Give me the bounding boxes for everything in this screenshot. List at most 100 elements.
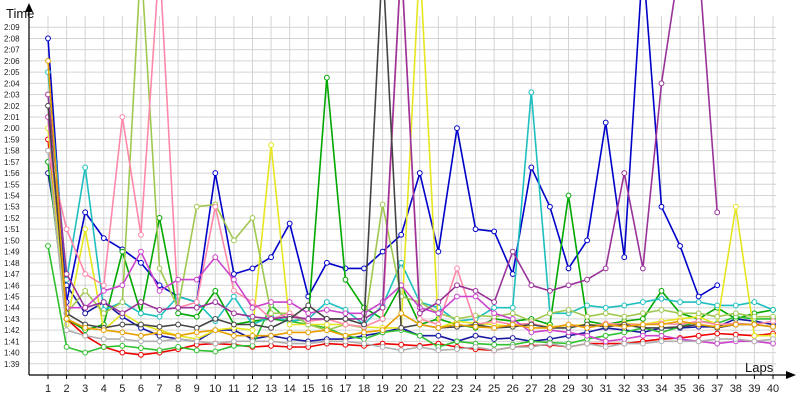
data-point xyxy=(193,276,200,283)
data-point xyxy=(528,282,535,289)
data-point xyxy=(658,287,665,294)
data-point xyxy=(398,259,405,266)
data-point xyxy=(193,304,200,311)
y-tick-label: 2:08 xyxy=(4,34,20,43)
data-point xyxy=(695,332,702,339)
data-point xyxy=(472,287,479,294)
data-point xyxy=(361,329,367,336)
axes: 1:39 1:40 1:41 1:42 1:43 1:44 1:45 1:46 1:47 1:48… xyxy=(4,3,796,395)
data-point xyxy=(528,324,535,331)
data-point xyxy=(621,302,628,309)
data-point xyxy=(491,228,498,235)
data-point xyxy=(138,299,144,305)
data-point xyxy=(230,276,237,283)
data-point xyxy=(342,338,349,345)
x-tick-label: 24 xyxy=(469,383,481,395)
data-point xyxy=(565,282,572,289)
x-tick-label: 37 xyxy=(711,383,723,395)
data-point xyxy=(63,226,70,233)
x-tick-label: 34 xyxy=(655,383,667,395)
series-line xyxy=(47,245,773,354)
data-point xyxy=(286,321,293,328)
data-point xyxy=(509,321,516,328)
y-tick-label: 1:52 xyxy=(4,214,20,223)
data-point xyxy=(119,114,126,120)
data-point xyxy=(547,340,553,347)
data-point xyxy=(714,336,721,343)
data-point xyxy=(138,231,144,238)
data-point xyxy=(584,340,591,347)
x-tick-label: 15 xyxy=(302,383,314,395)
y-tick-label: 1:42 xyxy=(4,326,20,335)
series-11 xyxy=(45,0,721,322)
data-point xyxy=(82,226,89,233)
x-tick-label: 21 xyxy=(414,383,426,395)
y-tick-label: 2:05 xyxy=(4,68,20,77)
data-point xyxy=(268,332,274,339)
data-point xyxy=(658,332,665,339)
data-point xyxy=(547,287,553,294)
y-tick-label: 2:00 xyxy=(4,124,20,133)
data-point xyxy=(268,310,274,317)
data-point xyxy=(695,299,702,305)
y-tick-label: 2:09 xyxy=(4,23,20,32)
data-point xyxy=(602,304,609,311)
data-point xyxy=(138,259,144,266)
data-point xyxy=(82,310,89,317)
x-tick-label: 9 xyxy=(194,383,200,395)
data-point xyxy=(323,338,330,345)
data-point xyxy=(714,302,721,309)
data-point xyxy=(509,304,516,311)
data-point xyxy=(100,336,107,343)
data-point xyxy=(435,324,442,331)
y-tick-label: 2:04 xyxy=(4,79,20,88)
data-point xyxy=(193,338,200,345)
data-point xyxy=(323,259,330,266)
data-point xyxy=(677,318,683,325)
data-point xyxy=(249,327,256,334)
data-point xyxy=(565,307,572,313)
data-point xyxy=(509,344,516,350)
x-tick-label: 16 xyxy=(321,383,333,395)
x-tick-label: 14 xyxy=(284,383,296,395)
data-point xyxy=(454,316,460,322)
series-14 xyxy=(45,57,776,339)
data-point xyxy=(751,332,758,339)
data-point xyxy=(491,347,498,354)
data-point xyxy=(584,332,591,339)
data-point xyxy=(138,310,144,317)
data-point xyxy=(156,307,163,313)
y-tick-label: 2:01 xyxy=(4,113,20,122)
data-point xyxy=(342,316,349,322)
data-point xyxy=(63,271,70,277)
data-point xyxy=(732,321,739,328)
data-point xyxy=(268,254,274,261)
data-point xyxy=(547,310,553,317)
data-point xyxy=(584,313,591,320)
data-point xyxy=(100,282,107,289)
x-tick-label: 40 xyxy=(767,383,779,395)
data-point xyxy=(565,321,572,328)
data-point xyxy=(714,323,721,330)
data-point xyxy=(751,338,758,345)
data-point xyxy=(119,329,126,336)
data-point xyxy=(732,336,739,343)
data-point xyxy=(82,271,89,277)
data-point xyxy=(639,265,646,272)
data-point xyxy=(361,321,367,328)
data-point xyxy=(212,299,219,305)
data-point xyxy=(342,321,349,328)
data-point xyxy=(212,340,219,347)
data-point xyxy=(286,329,293,336)
data-point xyxy=(268,338,274,345)
data-point xyxy=(398,347,405,354)
y-tick-label: 1:50 xyxy=(4,236,20,245)
x-tick-label: 36 xyxy=(693,383,705,395)
x-tick-label: 31 xyxy=(600,383,612,395)
data-point xyxy=(639,310,646,317)
data-point xyxy=(156,329,163,336)
data-point xyxy=(528,338,535,345)
series-line xyxy=(47,150,774,352)
data-point xyxy=(528,164,535,171)
